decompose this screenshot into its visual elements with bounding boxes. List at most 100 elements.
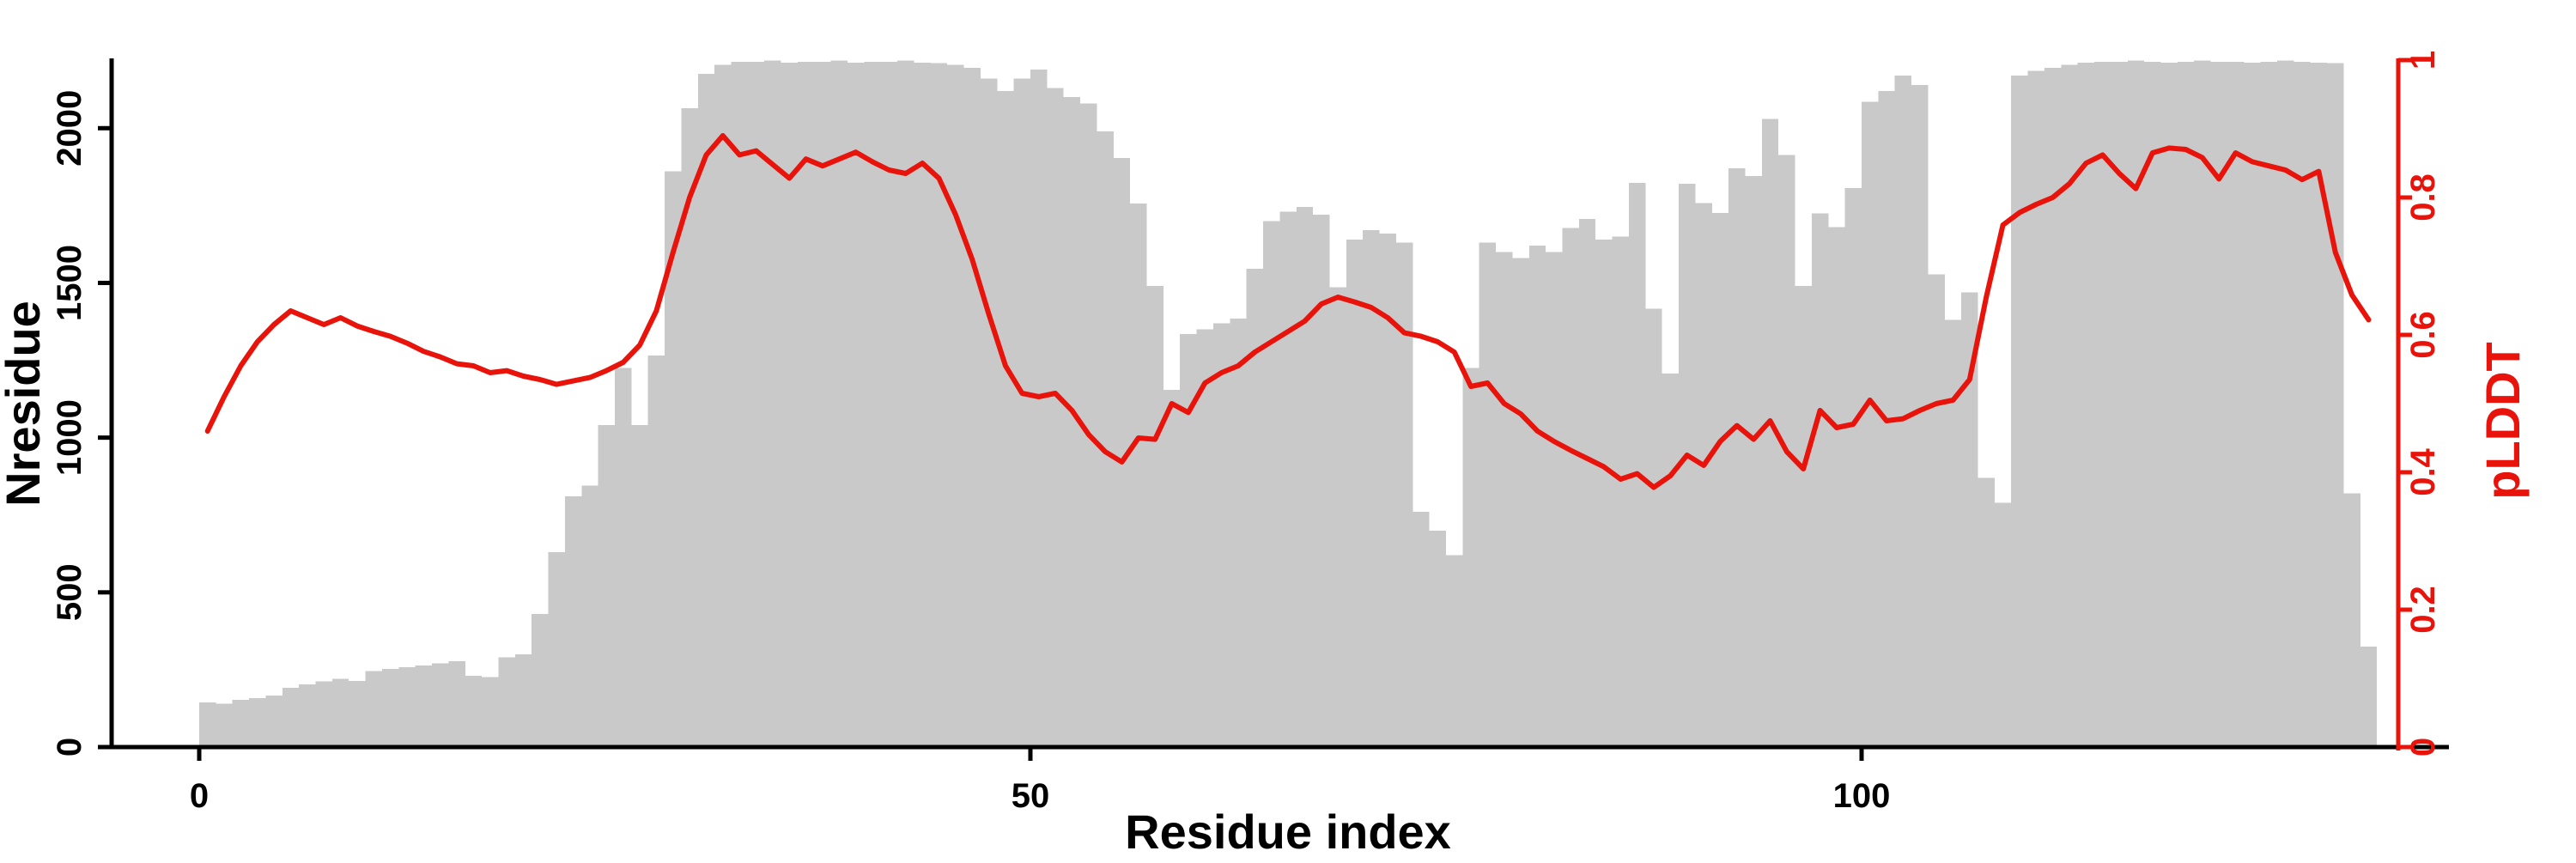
- nresidue-bar: [914, 62, 931, 747]
- nresidue-bar: [2260, 61, 2277, 748]
- nresidue-bar: [249, 698, 266, 747]
- nresidue-bar: [2011, 76, 2028, 747]
- x-axis-tick-label: 50: [1012, 777, 1050, 815]
- y-axis-right-tick-label: 0.8: [2404, 173, 2442, 222]
- nresidue-bar: [2111, 61, 2128, 748]
- nresidue-bar: [1212, 323, 1230, 747]
- nresidue-bar: [1844, 188, 1862, 747]
- y-axis-left-tick-label: 1000: [51, 399, 88, 476]
- nresidue-bar: [1462, 368, 1479, 747]
- nresidue-bar: [265, 696, 283, 747]
- nresidue-bar: [1263, 221, 1280, 747]
- nresidue-bar: [1944, 319, 1962, 747]
- nresidue-bar: [747, 61, 765, 748]
- nresidue-bar: [548, 551, 565, 747]
- nresidue-bar: [1413, 512, 1430, 747]
- y-axis-right-tick-label: 0: [2404, 738, 2442, 757]
- nresidue-bar: [2327, 63, 2344, 748]
- nresidue-bar: [814, 61, 831, 748]
- nresidue-bar: [1180, 333, 1197, 747]
- nresidue-bar: [1496, 252, 1513, 747]
- nresidue-bar: [1429, 530, 1446, 747]
- nresidue-bar: [1097, 131, 1114, 747]
- nresidue-bar: [2194, 60, 2211, 748]
- nresidue-bar: [598, 425, 615, 747]
- nresidue-bar: [432, 663, 449, 747]
- nresidue-bar: [2127, 60, 2145, 748]
- nresidue-bar: [498, 657, 515, 747]
- nresidue-bar: [2343, 493, 2360, 747]
- nresidue-bar: [1329, 287, 1346, 747]
- y-axis-right-tick-label: 0.6: [2404, 311, 2442, 359]
- nresidue-bar: [997, 91, 1014, 748]
- nresidue-bar: [2244, 62, 2261, 747]
- nresidue-bar: [781, 62, 798, 747]
- plddt-line: [204, 133, 2372, 490]
- nresidue-bar: [2277, 60, 2294, 748]
- nresidue-bar: [482, 677, 499, 747]
- nresidue-bar: [2160, 62, 2178, 747]
- nresidue-bar: [1645, 308, 1662, 747]
- nresidue-bar: [2293, 61, 2311, 748]
- nresidue-bar: [1994, 502, 2012, 747]
- nresidue-bar: [465, 676, 483, 747]
- y-axis-right-title: pLDDT: [2476, 342, 2530, 500]
- nresidue-bar: [897, 60, 914, 748]
- nresidue-bar: [2210, 61, 2227, 748]
- nresidue-bar: [1761, 119, 1779, 748]
- nresidue-bar: [2227, 61, 2245, 748]
- nresidue-bar: [1745, 176, 1762, 747]
- nresidue-bar: [1711, 213, 1729, 747]
- nresidue-bar: [232, 700, 250, 747]
- nresidue-bar: [830, 60, 848, 748]
- nresidue-bar: [1811, 213, 1829, 747]
- nresidue-bar: [1828, 227, 1845, 748]
- nresidue-bar: [697, 74, 715, 748]
- nresidue-bar: [282, 687, 300, 747]
- nresidue-bar: [714, 64, 732, 747]
- nresidue-bar: [764, 60, 781, 748]
- plddt-line-layer: [204, 133, 2372, 490]
- nresidue-bar: [564, 496, 582, 747]
- nresidue-bar: [880, 61, 898, 748]
- nresidue-bar: [681, 107, 698, 748]
- nresidue-bar: [1379, 233, 1396, 747]
- nresidue-bar: [415, 665, 433, 747]
- nresidue-bar: [1146, 286, 1163, 747]
- nresidue-bar: [199, 702, 216, 747]
- nresidue-bar: [1728, 168, 1746, 747]
- nresidue-bar: [1795, 286, 1812, 747]
- nresidue-bar: [1928, 274, 1945, 748]
- nresidue-bar: [930, 63, 948, 748]
- nresidue-bar: [315, 681, 332, 747]
- nresidue-bar: [665, 171, 682, 748]
- nresidue-bar: [1479, 242, 1497, 747]
- nresidue-bar: [1313, 215, 1330, 747]
- nresidue-bar: [216, 703, 233, 747]
- x-axis-tick-label: 100: [1833, 777, 1891, 815]
- nresidue-bar: [1628, 183, 1646, 747]
- y-axis-right-tick-label: 1: [2404, 51, 2442, 70]
- nresidue-bar: [1446, 555, 1463, 747]
- nresidue-bar: [349, 680, 366, 747]
- y-axis-left-tick-label: 1500: [51, 245, 88, 321]
- nresidue-bar: [1695, 203, 1712, 748]
- nresidue-bar: [864, 61, 881, 748]
- nresidue-bar: [1296, 207, 1314, 748]
- nresidue-bar: [1080, 103, 1097, 747]
- nresidue-bar: [581, 485, 598, 747]
- nresidue-bar: [1961, 292, 1978, 747]
- y-axis-left-tick-label: 2000: [51, 90, 88, 167]
- nresidue-bar: [2177, 61, 2195, 748]
- nresidue-bar: [615, 368, 632, 747]
- nresidue-bar: [1246, 268, 1264, 747]
- nresidue-bar: [1230, 318, 1247, 747]
- nresidue-bar: [1512, 258, 1529, 747]
- nresidue-bar: [1562, 228, 1579, 747]
- nresidue-bar: [1163, 390, 1181, 747]
- x-axis-tick-label: 0: [190, 777, 209, 815]
- nresidue-bar: [2061, 64, 2078, 747]
